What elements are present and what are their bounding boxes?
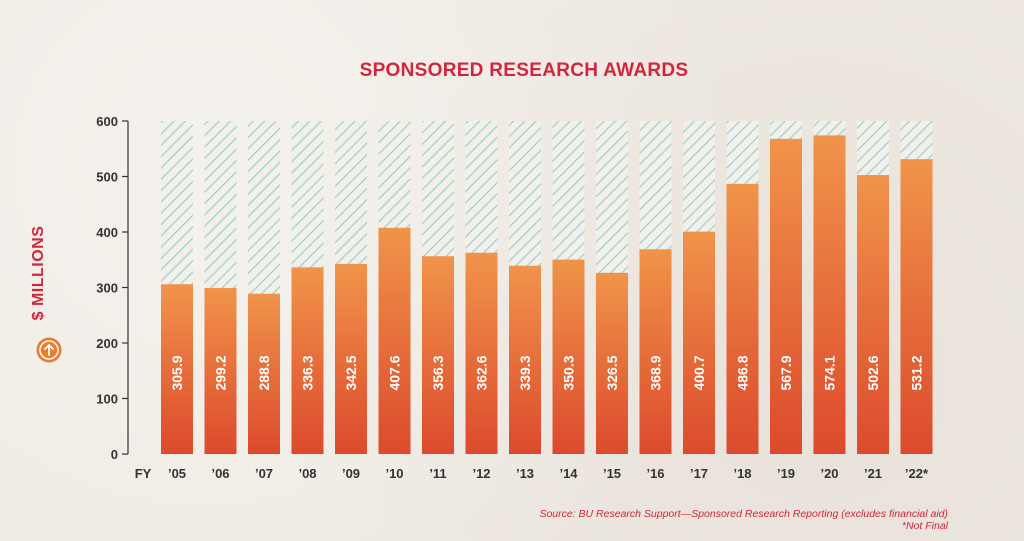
bar-item: 342.5 bbox=[335, 121, 367, 454]
x-tick-label: ’17 bbox=[690, 466, 708, 481]
bar bbox=[465, 252, 498, 454]
bar-value-label: 336.3 bbox=[300, 355, 316, 390]
y-tick-label: 500 bbox=[96, 170, 118, 185]
x-tick-label: ’07 bbox=[255, 466, 273, 481]
bar-item: 326.5 bbox=[596, 121, 628, 454]
bar bbox=[204, 287, 237, 454]
footnote-text: *Not Final bbox=[901, 520, 948, 532]
arrow-up-circle-icon bbox=[36, 337, 62, 363]
bar bbox=[248, 293, 280, 454]
chart-title: SPONSORED RESEARCH AWARDS bbox=[359, 60, 689, 81]
bar-item: 339.3 bbox=[509, 121, 541, 454]
bar-item: 574.1 bbox=[813, 121, 846, 454]
bar bbox=[161, 284, 193, 454]
x-tick-label: ’12 bbox=[472, 466, 490, 481]
bar-value-label: 574.1 bbox=[822, 355, 838, 390]
bar bbox=[378, 227, 411, 454]
bar-item: 400.7 bbox=[683, 121, 715, 454]
y-tick-label: 100 bbox=[96, 392, 118, 407]
bar-item: 407.6 bbox=[378, 121, 411, 454]
y-tick-label: 300 bbox=[96, 281, 118, 296]
bar-value-label: 368.9 bbox=[648, 355, 664, 390]
bar-value-label: 350.3 bbox=[561, 355, 577, 390]
bar-item: 531.2 bbox=[900, 121, 933, 454]
bar bbox=[639, 249, 672, 454]
x-tick-label: ’13 bbox=[516, 466, 534, 481]
bar-item: 305.9 bbox=[161, 121, 193, 454]
bar bbox=[813, 135, 846, 454]
bar bbox=[335, 263, 367, 454]
bar-value-label: 486.8 bbox=[735, 355, 751, 390]
x-tick-label: ’08 bbox=[298, 466, 316, 481]
bar-item: 486.8 bbox=[726, 121, 759, 455]
bar-value-label: 356.3 bbox=[430, 355, 446, 390]
y-tick-label: 400 bbox=[96, 225, 118, 240]
bar bbox=[900, 159, 933, 454]
x-tick-label: ’15 bbox=[603, 466, 621, 481]
x-tick-label: ’05 bbox=[168, 466, 186, 481]
x-tick-label: ’09 bbox=[342, 466, 360, 481]
bar-value-label: 531.2 bbox=[909, 355, 925, 390]
bar-item: 362.6 bbox=[465, 121, 498, 454]
bar-value-label: 362.6 bbox=[474, 355, 490, 390]
bar-value-label: 407.6 bbox=[387, 355, 403, 390]
bar-item: 350.3 bbox=[552, 121, 585, 454]
bar-value-label: 400.7 bbox=[691, 355, 707, 390]
x-axis-labels: FY ’05 ’06 ’07 ’08 ’09 ’10 ’11 ’12 ’13 ’14 ’15 ’16 ’1… bbox=[135, 466, 929, 481]
bar-item: 336.3 bbox=[291, 121, 324, 454]
y-axis: 0 100 200 300 400 500 600 bbox=[96, 114, 129, 462]
x-tick-label: ’11 bbox=[429, 466, 446, 481]
bar-item: 502.6 bbox=[857, 121, 889, 454]
y-tick-label: 0 bbox=[111, 447, 118, 462]
x-tick-label: ’16 bbox=[646, 466, 664, 481]
x-tick-label: ’10 bbox=[385, 466, 403, 481]
x-tick-label: ’18 bbox=[733, 466, 751, 481]
bar bbox=[770, 138, 802, 455]
bar-value-label: 342.5 bbox=[343, 355, 359, 390]
x-tick-label: ’21 bbox=[864, 466, 882, 481]
bar-value-label: 502.6 bbox=[865, 355, 881, 390]
bar-value-label: 288.8 bbox=[256, 355, 272, 390]
bar-item: 567.9 bbox=[770, 121, 802, 455]
bar bbox=[509, 265, 541, 454]
source-text: Source: BU Research Support—Sponsored Re… bbox=[539, 508, 948, 520]
bar-value-label: 299.2 bbox=[213, 355, 229, 390]
bar-item: 356.3 bbox=[422, 121, 454, 454]
bar-value-label: 305.9 bbox=[169, 355, 185, 390]
y-tick-label: 200 bbox=[96, 336, 118, 351]
bar bbox=[726, 183, 759, 455]
x-tick-label: ’20 bbox=[820, 466, 838, 481]
bars-group: 305.9 299.2 288.8 336.3 342.5 407.6 356.3 362.6… bbox=[161, 121, 933, 455]
x-tick-label: ’06 bbox=[211, 466, 229, 481]
bar-item: 288.8 bbox=[248, 121, 280, 454]
bar bbox=[552, 259, 585, 454]
bar bbox=[683, 231, 715, 454]
x-tick-label: ’22* bbox=[905, 466, 929, 481]
bar bbox=[291, 267, 324, 454]
bar-item: 299.2 bbox=[204, 121, 237, 454]
bar bbox=[857, 175, 889, 454]
bar bbox=[422, 256, 454, 454]
bar-value-label: 339.3 bbox=[517, 355, 533, 390]
x-tick-label: ’19 bbox=[777, 466, 795, 481]
y-axis-label-group: $ MILLIONS bbox=[14, 222, 74, 382]
y-tick-label: 600 bbox=[96, 114, 118, 129]
bar-value-label: 326.5 bbox=[604, 355, 620, 390]
x-tick-label: ’14 bbox=[559, 466, 578, 481]
bar-value-label: 567.9 bbox=[778, 355, 794, 390]
bar-item: 368.9 bbox=[639, 121, 672, 454]
bar bbox=[596, 272, 628, 454]
source-note: Source: BU Research Support—Sponsored Re… bbox=[348, 508, 948, 532]
x-axis-prefix: FY bbox=[135, 466, 152, 481]
